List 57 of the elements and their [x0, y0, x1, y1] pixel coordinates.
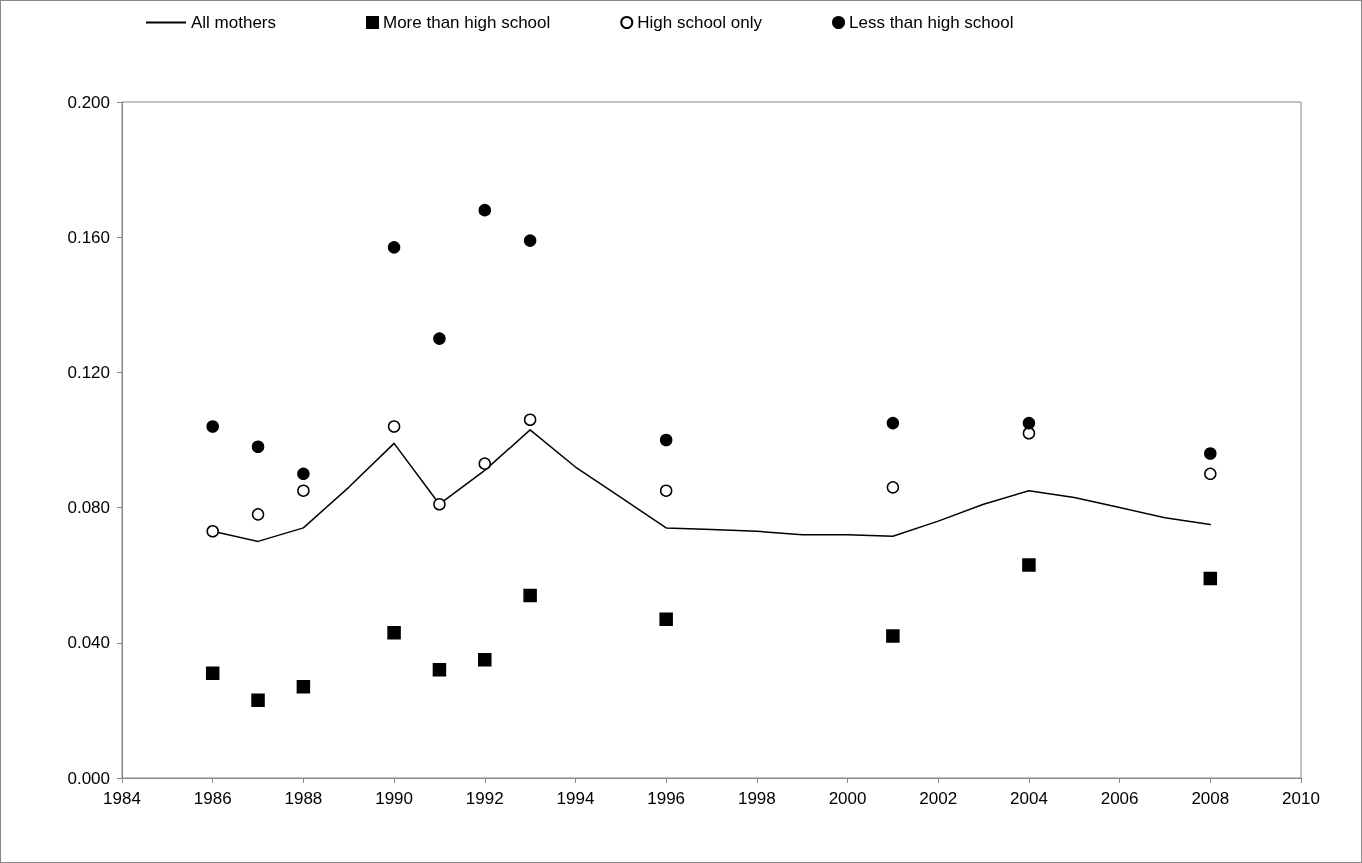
x-tick-label: 2010	[1282, 789, 1320, 808]
point	[433, 332, 446, 345]
x-tick-label: 1988	[284, 789, 323, 808]
point	[1022, 558, 1036, 572]
point	[523, 413, 537, 426]
point	[433, 497, 446, 511]
point	[297, 467, 310, 481]
x-tick-label: 1984	[103, 789, 141, 808]
x-tick-label: 1998	[737, 789, 776, 808]
point	[251, 508, 265, 521]
point	[523, 588, 537, 603]
point	[387, 420, 401, 433]
x-tick-label: 2008	[1191, 789, 1230, 808]
x-tick-label: 2006	[1100, 789, 1139, 808]
point	[886, 416, 900, 430]
point	[297, 484, 310, 497]
point	[251, 440, 265, 454]
point	[478, 457, 492, 470]
point	[886, 481, 900, 494]
legend-label: More than high school	[383, 13, 551, 32]
y-tick-label: 0.200	[67, 92, 110, 112]
y-tick-label: 0.120	[67, 362, 110, 382]
x-tick-label: 2002	[919, 789, 958, 808]
x-tick-label: 1994	[556, 789, 595, 808]
x-tick-label: 2004	[1010, 789, 1048, 808]
point	[523, 234, 537, 247]
legend-label: Less than high school	[849, 13, 1014, 32]
point	[659, 484, 673, 497]
point	[296, 679, 311, 694]
point	[205, 666, 220, 680]
point	[1204, 447, 1217, 460]
point	[478, 652, 492, 667]
x-tick-label: 2000	[828, 789, 867, 808]
x-tick-label: 1986	[193, 789, 232, 808]
y-tick-label: 0.000	[67, 768, 110, 788]
y-tick-label: 0.080	[67, 498, 110, 518]
y-tick-label: 0.160	[67, 227, 110, 247]
point	[206, 525, 219, 538]
x-tick-label: 1992	[465, 789, 504, 808]
point	[478, 203, 492, 217]
point	[1204, 467, 1217, 481]
point	[886, 629, 900, 643]
y-tick-label: 0.040	[67, 633, 110, 653]
x-tick-label: 1996	[647, 789, 686, 808]
point	[206, 420, 219, 433]
point	[251, 693, 265, 708]
point	[1203, 571, 1218, 586]
point	[432, 663, 447, 677]
x-tick-label: 1990	[375, 789, 413, 808]
point	[659, 612, 673, 626]
point	[1022, 426, 1036, 440]
point	[387, 241, 401, 254]
point	[1022, 416, 1036, 430]
legend-label: All mothers	[191, 13, 277, 32]
legend-label: High school only	[637, 13, 763, 32]
point	[659, 433, 673, 447]
point	[387, 625, 401, 640]
